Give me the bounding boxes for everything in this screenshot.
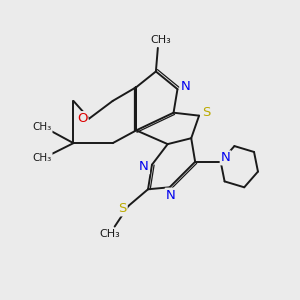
Text: N: N xyxy=(221,152,230,164)
Text: S: S xyxy=(118,202,127,215)
Text: CH₃: CH₃ xyxy=(32,122,52,132)
Text: S: S xyxy=(202,106,210,119)
Text: N: N xyxy=(139,160,149,173)
Text: CH₃: CH₃ xyxy=(150,35,171,45)
Text: CH₃: CH₃ xyxy=(99,230,120,239)
Text: N: N xyxy=(181,80,190,93)
Text: CH₃: CH₃ xyxy=(32,153,52,163)
Text: N: N xyxy=(166,189,176,202)
Text: O: O xyxy=(77,112,88,125)
